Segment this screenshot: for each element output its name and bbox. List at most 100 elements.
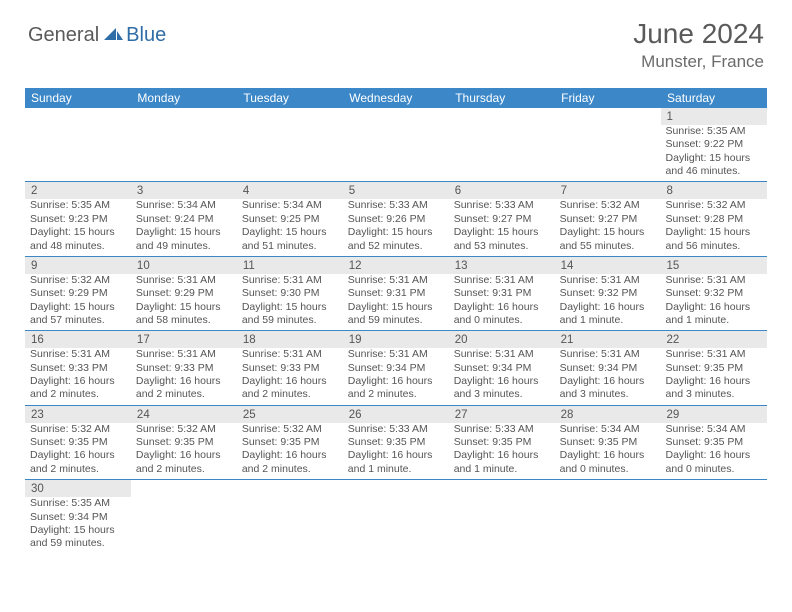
day-detail-cell: Sunrise: 5:35 AMSunset: 9:34 PMDaylight:… (25, 497, 131, 554)
day-detail-cell: Sunrise: 5:35 AMSunset: 9:23 PMDaylight:… (25, 199, 131, 256)
detail-line: Sunrise: 5:34 AM (136, 199, 232, 212)
detail-line: Daylight: 16 hours (666, 375, 762, 388)
day-number-cell: 25 (237, 405, 343, 422)
day-detail-cell: Sunrise: 5:31 AMSunset: 9:29 PMDaylight:… (131, 274, 237, 331)
detail-line: Daylight: 15 hours (348, 301, 444, 314)
day-number-cell (449, 108, 555, 125)
day-number-cell: 12 (343, 256, 449, 273)
detail-line: Sunrise: 5:32 AM (560, 199, 656, 212)
day-detail-cell (449, 125, 555, 182)
detail-line: and 3 minutes. (560, 388, 656, 401)
day-number-cell (343, 108, 449, 125)
day-number-cell: 3 (131, 182, 237, 199)
detail-line: Sunrise: 5:31 AM (666, 348, 762, 361)
detail-line: Daylight: 16 hours (666, 301, 762, 314)
day-detail-cell: Sunrise: 5:33 AMSunset: 9:27 PMDaylight:… (449, 199, 555, 256)
detail-line: Sunset: 9:31 PM (454, 287, 550, 300)
day-detail-cell: Sunrise: 5:31 AMSunset: 9:32 PMDaylight:… (555, 274, 661, 331)
detail-row: Sunrise: 5:32 AMSunset: 9:29 PMDaylight:… (25, 274, 767, 331)
detail-line: Daylight: 15 hours (30, 301, 126, 314)
detail-line: Daylight: 16 hours (454, 449, 550, 462)
day-detail-cell: Sunrise: 5:32 AMSunset: 9:29 PMDaylight:… (25, 274, 131, 331)
detail-line: Sunset: 9:34 PM (560, 362, 656, 375)
day-number-cell: 15 (661, 256, 767, 273)
day-detail-cell: Sunrise: 5:31 AMSunset: 9:35 PMDaylight:… (661, 348, 767, 405)
detail-line: Sunrise: 5:31 AM (454, 348, 550, 361)
detail-line: Sunset: 9:35 PM (242, 436, 338, 449)
weekday-header: Monday (131, 88, 237, 108)
day-number-cell: 16 (25, 331, 131, 348)
detail-line: and 0 minutes. (560, 463, 656, 476)
day-detail-cell: Sunrise: 5:31 AMSunset: 9:30 PMDaylight:… (237, 274, 343, 331)
day-detail-cell: Sunrise: 5:31 AMSunset: 9:33 PMDaylight:… (131, 348, 237, 405)
month-title: June 2024 (633, 18, 764, 50)
weekday-header: Saturday (661, 88, 767, 108)
day-detail-cell (555, 125, 661, 182)
detail-line: and 56 minutes. (666, 240, 762, 253)
daynum-row: 23242526272829 (25, 405, 767, 422)
day-detail-cell (25, 125, 131, 182)
title-block: June 2024 Munster, France (633, 18, 764, 72)
day-number-cell: 27 (449, 405, 555, 422)
weekday-header-row: Sunday Monday Tuesday Wednesday Thursday… (25, 88, 767, 108)
weekday-header: Wednesday (343, 88, 449, 108)
detail-line: Daylight: 15 hours (666, 226, 762, 239)
day-detail-cell: Sunrise: 5:31 AMSunset: 9:34 PMDaylight:… (449, 348, 555, 405)
detail-line: Sunset: 9:35 PM (454, 436, 550, 449)
day-detail-cell: Sunrise: 5:35 AMSunset: 9:22 PMDaylight:… (661, 125, 767, 182)
logo: General Blue (28, 24, 166, 47)
weekday-header: Tuesday (237, 88, 343, 108)
day-number-cell: 26 (343, 405, 449, 422)
day-number-cell (131, 480, 237, 497)
day-number-cell: 7 (555, 182, 661, 199)
detail-line: Daylight: 16 hours (666, 449, 762, 462)
day-number-cell: 28 (555, 405, 661, 422)
day-detail-cell: Sunrise: 5:34 AMSunset: 9:24 PMDaylight:… (131, 199, 237, 256)
day-number-cell: 24 (131, 405, 237, 422)
detail-line: Sunset: 9:31 PM (348, 287, 444, 300)
day-number-cell (25, 108, 131, 125)
detail-line: Daylight: 16 hours (560, 449, 656, 462)
day-detail-cell: Sunrise: 5:34 AMSunset: 9:35 PMDaylight:… (661, 423, 767, 480)
detail-line: and 0 minutes. (666, 463, 762, 476)
day-number-cell: 1 (661, 108, 767, 125)
detail-line: Sunrise: 5:34 AM (666, 423, 762, 436)
detail-line: Sunset: 9:25 PM (242, 213, 338, 226)
detail-line: Sunset: 9:34 PM (454, 362, 550, 375)
day-number-cell: 20 (449, 331, 555, 348)
detail-line: and 2 minutes. (348, 388, 444, 401)
logo-word1: General (28, 24, 99, 47)
detail-line: and 3 minutes. (666, 388, 762, 401)
detail-line: Sunset: 9:34 PM (348, 362, 444, 375)
day-number-cell (343, 480, 449, 497)
day-detail-cell: Sunrise: 5:31 AMSunset: 9:32 PMDaylight:… (661, 274, 767, 331)
detail-line: Daylight: 16 hours (560, 301, 656, 314)
detail-line: Sunrise: 5:32 AM (136, 423, 232, 436)
detail-line: Daylight: 15 hours (242, 301, 338, 314)
detail-line: and 2 minutes. (136, 388, 232, 401)
day-number-cell: 6 (449, 182, 555, 199)
detail-line: Sunrise: 5:31 AM (242, 348, 338, 361)
location: Munster, France (633, 52, 764, 72)
detail-line: Daylight: 15 hours (348, 226, 444, 239)
detail-line: Sunrise: 5:35 AM (30, 497, 126, 510)
detail-row: Sunrise: 5:35 AMSunset: 9:23 PMDaylight:… (25, 199, 767, 256)
detail-line: Daylight: 16 hours (454, 301, 550, 314)
detail-line: Sunrise: 5:32 AM (666, 199, 762, 212)
detail-line: Daylight: 16 hours (30, 375, 126, 388)
detail-line: Sunrise: 5:31 AM (666, 274, 762, 287)
detail-line: Daylight: 16 hours (348, 449, 444, 462)
detail-line: Sunrise: 5:31 AM (136, 348, 232, 361)
detail-line: Sunrise: 5:33 AM (348, 199, 444, 212)
detail-line: and 52 minutes. (348, 240, 444, 253)
detail-line: and 48 minutes. (30, 240, 126, 253)
detail-line: and 2 minutes. (242, 463, 338, 476)
detail-line: Sunset: 9:24 PM (136, 213, 232, 226)
calendar-table: Sunday Monday Tuesday Wednesday Thursday… (25, 88, 767, 554)
day-detail-cell (343, 497, 449, 554)
detail-line: Sunrise: 5:31 AM (30, 348, 126, 361)
detail-line: and 53 minutes. (454, 240, 550, 253)
detail-line: Sunrise: 5:33 AM (454, 199, 550, 212)
daynum-row: 9101112131415 (25, 256, 767, 273)
detail-line: Daylight: 15 hours (560, 226, 656, 239)
